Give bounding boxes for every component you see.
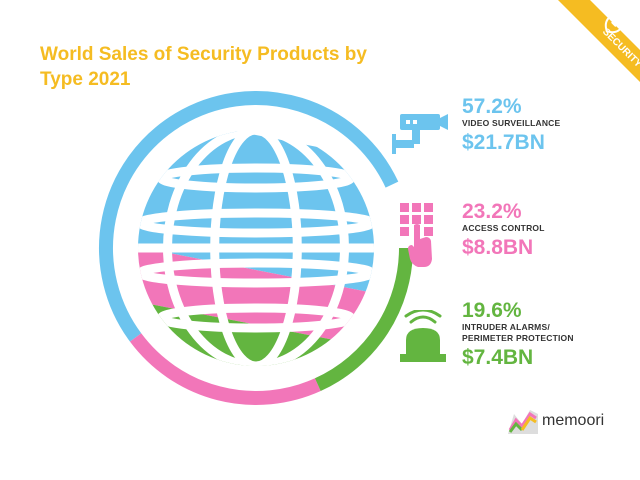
stat-video-surveillance: 57.2% VIDEO SURVEILLANCE $21.7BN (462, 96, 560, 154)
alarm-siren-icon (400, 310, 446, 362)
stat-amount: $7.4BN (462, 346, 534, 369)
security-badge: SECURITY (558, 0, 640, 110)
stat-category: INTRUDER ALARMS/ PERIMETER PROTECTION (462, 322, 574, 343)
memoori-logo-icon (508, 410, 538, 434)
chart-title: World Sales of Security Products by Type… (40, 44, 367, 90)
badge-band (558, 0, 640, 82)
stat-amount: $8.8BN (462, 236, 534, 259)
stat-percent: 23.2% (462, 200, 522, 223)
keypad-hand-icon (400, 203, 433, 267)
arc-segment-2 (314, 247, 413, 392)
memoori-logo: memoori (508, 408, 604, 434)
stat-access-control: 23.2% ACCESS CONTROL $8.8BN (462, 201, 545, 259)
cctv-camera-icon (392, 114, 448, 154)
brand-name: memoori (542, 412, 605, 429)
stat-intruder-alarms: 19.6% INTRUDER ALARMS/ PERIMETER PROTECT… (462, 300, 592, 369)
arc-segment-1 (129, 333, 321, 405)
stat-amount: $21.7BN (462, 131, 545, 154)
stat-category: ACCESS CONTROL (462, 223, 545, 233)
stat-percent: 57.2% (462, 95, 522, 118)
arc-segment-0 (99, 91, 399, 342)
stat-percent: 19.6% (462, 299, 522, 322)
stat-category: VIDEO SURVEILLANCE (462, 118, 561, 128)
shield-icon (604, 10, 628, 34)
globe-segment-2 (138, 299, 374, 366)
